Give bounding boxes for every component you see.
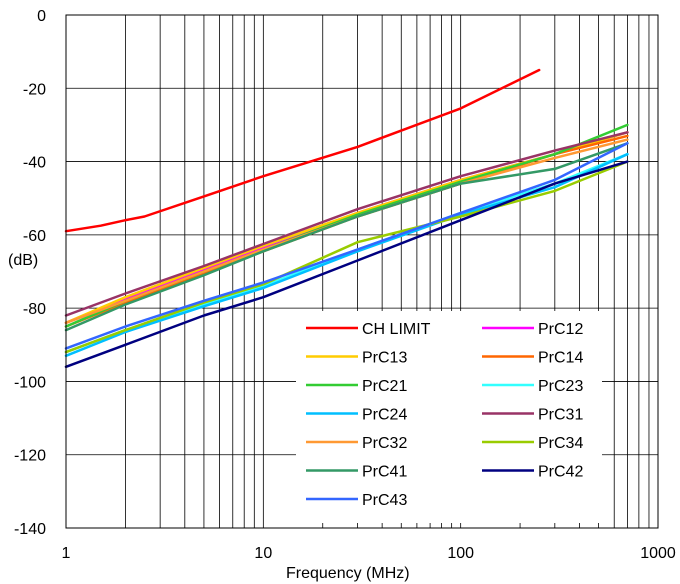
legend: CH LIMIT PrC12 PrC13 PrC14 PrC21 PrC23 PrC24 Pr… <box>296 311 602 523</box>
series-line-prc34 <box>64 160 629 354</box>
legend-background <box>296 311 602 523</box>
legend-label: PrC43 <box>362 492 407 509</box>
legend-item: PrC41 <box>306 464 407 481</box>
y-tick-label: -100 <box>14 374 46 391</box>
legend-item: PrC12 <box>482 321 583 338</box>
legend-label: PrC13 <box>362 350 407 367</box>
legend-label: PrC31 <box>538 407 583 424</box>
legend-label: CH LIMIT <box>362 321 431 338</box>
x-tick-label: 10 <box>254 545 272 562</box>
x-tick-label: 1 <box>62 545 71 562</box>
legend-item: PrC13 <box>306 350 407 367</box>
legend-label: PrC34 <box>538 435 583 452</box>
x-axis-label: Frequency (MHz) <box>286 565 410 582</box>
x-tick-label: 100 <box>447 545 474 562</box>
legend-label: PrC21 <box>362 378 407 395</box>
y-tick-label: -120 <box>14 448 46 465</box>
series-line-ch-limit <box>64 68 541 233</box>
y-tick-label: -140 <box>14 521 46 538</box>
legend-label: PrC23 <box>538 378 583 395</box>
legend-item: PrC23 <box>482 378 583 395</box>
legend-label: PrC42 <box>538 464 583 481</box>
series-lines <box>64 68 629 369</box>
legend-label: PrC14 <box>538 350 583 367</box>
legend-label: PrC41 <box>362 464 407 481</box>
series-line-prc43 <box>64 142 629 350</box>
series-line-prc42 <box>64 160 629 369</box>
legend-item: PrC42 <box>482 464 583 481</box>
y-tick-label: -60 <box>23 228 46 245</box>
plot-frame <box>65 14 659 529</box>
legend-item: PrC14 <box>482 350 583 367</box>
y-tick-label: -80 <box>23 301 46 318</box>
legend-item: PrC31 <box>482 407 583 424</box>
series-line-prc41 <box>64 142 629 332</box>
y-tick-label: 0 <box>37 8 46 25</box>
x-tick-label: 1000 <box>640 545 676 562</box>
legend-item: PrC43 <box>306 492 407 509</box>
x-tick-labels: 1 10 100 1000 <box>62 545 676 562</box>
legend-item: PrC34 <box>482 435 583 452</box>
y-tick-label: -20 <box>23 81 46 98</box>
legend-item: CH LIMIT <box>306 321 431 338</box>
legend-label: PrC32 <box>362 435 407 452</box>
legend-item: PrC32 <box>306 435 407 452</box>
legend-item: PrC24 <box>306 407 407 424</box>
legend-label: PrC12 <box>538 321 583 338</box>
y-tick-labels: 0 -20 -40 -60 -80 -100 -120 -140 <box>14 8 46 538</box>
y-tick-label: -40 <box>23 155 46 172</box>
legend-item: PrC21 <box>306 378 407 395</box>
legend-label: PrC24 <box>362 407 407 424</box>
series-line-prc31 <box>64 131 629 317</box>
series-line-prc24 <box>64 152 629 358</box>
y-axis-label: (dB) <box>8 252 38 269</box>
